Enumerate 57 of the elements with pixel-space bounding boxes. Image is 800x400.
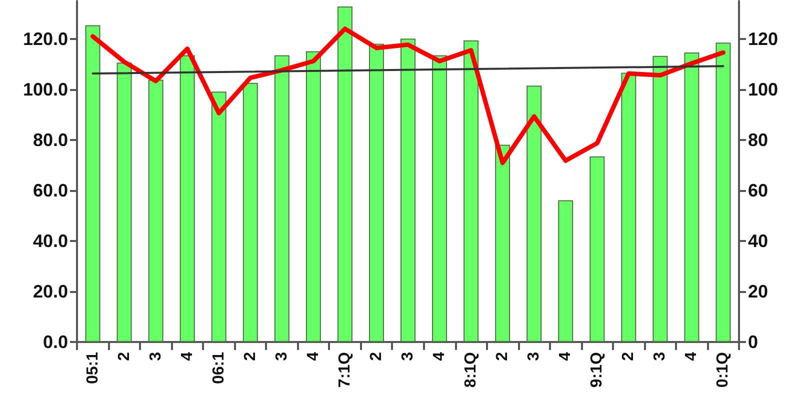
y2-tick-label: 80 (748, 130, 768, 150)
x-tick-label: 2 (242, 352, 259, 361)
bar (558, 200, 574, 342)
x-tick-label: 4 (683, 352, 700, 361)
bar (716, 42, 731, 342)
bar (180, 55, 195, 342)
bar (684, 52, 700, 342)
x-tick-label: 8:1Q (462, 352, 480, 388)
x-tick-label: 2 (116, 352, 133, 361)
bar (464, 40, 479, 342)
y-tick-label: 0.0 (42, 332, 68, 352)
x-tick-label: 05:1 (84, 352, 102, 384)
x-tick-label: 4 (431, 352, 448, 361)
x-tick-label: 3 (147, 352, 164, 361)
y2-tick-label: 100 (748, 79, 778, 100)
y2-tick-label: 120 (748, 28, 778, 49)
bar (652, 56, 668, 342)
bar (526, 86, 542, 342)
x-tick-label: 2 (494, 352, 512, 361)
x-tick-label: 4 (304, 352, 322, 361)
bar (337, 6, 352, 342)
bar (211, 92, 226, 342)
x-tick-label: 0:1Q (714, 352, 732, 388)
y2-tick-label: 40 (748, 230, 768, 251)
y-tick-label: 100.0 (22, 79, 68, 100)
bar (242, 82, 258, 342)
line-series (90, 26, 726, 166)
x-tick-label: 2 (368, 352, 385, 361)
y2-tick-label: 0 (748, 332, 758, 352)
x-tick-label: 3 (400, 352, 416, 361)
x-tick-label: 3 (526, 352, 543, 361)
y-tick-label: 20.0 (32, 281, 68, 302)
bar (432, 55, 448, 342)
bar (306, 51, 321, 342)
bar (621, 72, 636, 342)
x-tick-label: 9:1Q (588, 352, 606, 388)
bar (116, 62, 132, 342)
y-tick-label: 120.0 (22, 28, 68, 49)
bar (85, 25, 100, 342)
bar (590, 156, 605, 342)
bar (495, 144, 510, 342)
bar (368, 44, 384, 342)
bar (400, 38, 416, 342)
x-tick-label: 06:1 (210, 352, 228, 384)
y-tick-label: 40.0 (32, 230, 68, 251)
x-tick-label: 3 (652, 352, 669, 361)
y-tick-label: 80.0 (32, 130, 68, 150)
y2-tick-label: 20 (748, 281, 768, 302)
bar (148, 80, 164, 342)
bar (274, 55, 290, 342)
x-tick-label: 4 (557, 352, 574, 361)
y2-tick-label: 60 (748, 180, 768, 200)
x-tick-label: 7:1Q (336, 352, 354, 388)
x-tick-label: 2 (620, 352, 638, 361)
x-tick-label: 4 (178, 352, 196, 361)
x-tick-label: 3 (273, 352, 290, 361)
y-tick-label: 60.0 (32, 180, 68, 200)
